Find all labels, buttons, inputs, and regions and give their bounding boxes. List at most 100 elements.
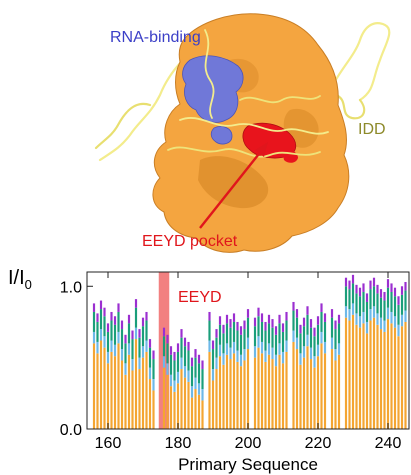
bar-segment xyxy=(393,287,397,297)
bar-segment xyxy=(145,320,148,341)
bar-segment xyxy=(218,316,222,325)
bar-segment xyxy=(173,391,176,429)
bar-segment xyxy=(124,343,127,364)
bar-segment xyxy=(362,291,365,312)
bar-segment xyxy=(316,316,320,325)
bar-segment xyxy=(141,357,145,429)
bar-segment xyxy=(103,336,106,348)
bar-segment xyxy=(390,323,393,429)
bar-segment xyxy=(404,290,407,311)
bar-segment xyxy=(355,324,358,429)
bar-segment xyxy=(390,311,393,324)
bar-segment xyxy=(124,374,127,429)
x-axis-label: Primary Sequence xyxy=(178,455,318,474)
bar-segment xyxy=(348,289,351,310)
bar-segment xyxy=(134,299,138,308)
bar-segment xyxy=(229,347,232,360)
bar-segment xyxy=(320,331,323,344)
bar-segment xyxy=(302,317,306,327)
bar-segment xyxy=(271,319,274,328)
bar-residue-157 xyxy=(96,313,99,429)
bar-residue-198 xyxy=(239,326,243,429)
bar-residue-241 xyxy=(390,283,393,429)
bar-residue-196 xyxy=(232,313,236,429)
bar-segment xyxy=(113,324,117,345)
bar-segment xyxy=(313,336,316,357)
bar-segment xyxy=(316,324,320,345)
bar-segment xyxy=(285,320,288,341)
bar-residue-184 xyxy=(190,357,194,429)
bar-residue-181 xyxy=(180,329,183,429)
bar-residue-179 xyxy=(173,351,176,429)
bar-segment xyxy=(169,354,173,375)
bar-residue-206 xyxy=(267,314,271,429)
bar-segment xyxy=(190,357,194,367)
bar-segment xyxy=(180,337,183,358)
bar-segment xyxy=(92,303,96,312)
bar-segment xyxy=(348,309,351,321)
bar-segment xyxy=(197,354,201,364)
bar-segment xyxy=(369,280,372,290)
bar-residue-161 xyxy=(110,311,113,429)
bar-segment xyxy=(313,367,316,429)
bar-segment xyxy=(323,313,327,322)
bar-segment xyxy=(323,341,327,354)
bar-segment xyxy=(292,330,295,342)
y-tick-label: 1.0 xyxy=(60,279,82,296)
bar-segment xyxy=(162,367,166,429)
bar-segment xyxy=(362,283,365,292)
bar-residue-193 xyxy=(222,324,225,429)
bar-segment xyxy=(148,347,152,368)
bar-residue-180 xyxy=(176,343,180,429)
bar-residue-205 xyxy=(264,321,267,429)
bar-segment xyxy=(330,309,334,318)
bar-segment xyxy=(190,366,194,387)
bar-segment xyxy=(320,311,323,332)
bar-residue-208 xyxy=(274,326,278,429)
bar-segment xyxy=(96,321,99,342)
bar-segment xyxy=(320,303,323,312)
bar-segment xyxy=(232,353,236,429)
bar-residue-222 xyxy=(323,313,327,429)
bar-residue-165 xyxy=(124,334,127,429)
bar-segment xyxy=(400,314,404,327)
bar-segment xyxy=(243,329,246,350)
bar-segment xyxy=(190,386,194,398)
bar-residue-233 xyxy=(362,283,365,429)
bar-segment xyxy=(264,361,267,429)
bar-segment xyxy=(271,327,274,348)
bar-segment xyxy=(365,293,369,302)
bar-segment xyxy=(372,286,376,307)
bar-residue-183 xyxy=(187,341,190,429)
y-axis-label-subscript: 0 xyxy=(25,277,32,292)
bar-segment xyxy=(264,321,267,331)
bar-segment xyxy=(383,300,386,321)
bar-segment xyxy=(253,317,257,327)
bar-segment xyxy=(106,351,110,364)
bar-segment xyxy=(267,323,271,344)
bar-segment xyxy=(110,311,113,321)
bar-segment xyxy=(358,287,362,297)
eeyd-pocket-arrowhead xyxy=(255,142,268,157)
bar-segment xyxy=(376,284,379,294)
bar-residue-230 xyxy=(351,274,355,429)
bar-segment xyxy=(393,327,397,429)
bar-segment xyxy=(229,359,232,429)
bar-residue-228 xyxy=(344,277,348,429)
bar-segment xyxy=(302,326,306,347)
bar-segment xyxy=(390,291,393,312)
bar-residue-226 xyxy=(337,314,341,429)
bar-segment xyxy=(120,349,124,361)
bar-segment xyxy=(369,309,372,321)
bar-segment xyxy=(344,286,348,307)
bar-segment xyxy=(271,359,274,429)
bar-segment xyxy=(306,346,309,429)
bar-segment xyxy=(330,337,334,350)
bar-segment xyxy=(330,349,334,429)
bar-segment xyxy=(239,334,243,355)
bar-segment xyxy=(166,334,169,344)
bar-segment xyxy=(131,339,134,360)
bar-segment xyxy=(386,319,390,429)
bar-residue-218 xyxy=(309,319,313,429)
bar-residue-239 xyxy=(383,291,386,429)
